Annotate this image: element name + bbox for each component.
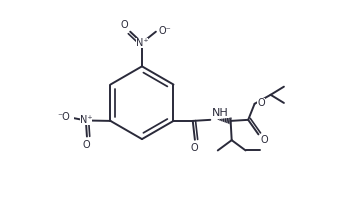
- Text: O: O: [121, 20, 129, 30]
- Text: O: O: [83, 140, 90, 150]
- Text: ⁻O: ⁻O: [58, 112, 70, 122]
- Text: O: O: [257, 98, 265, 108]
- Text: N⁺: N⁺: [136, 38, 148, 48]
- Text: O: O: [261, 135, 268, 145]
- Text: O: O: [191, 143, 198, 153]
- Text: N⁺: N⁺: [79, 116, 92, 125]
- Text: NH: NH: [212, 108, 229, 118]
- Text: O⁻: O⁻: [158, 26, 171, 36]
